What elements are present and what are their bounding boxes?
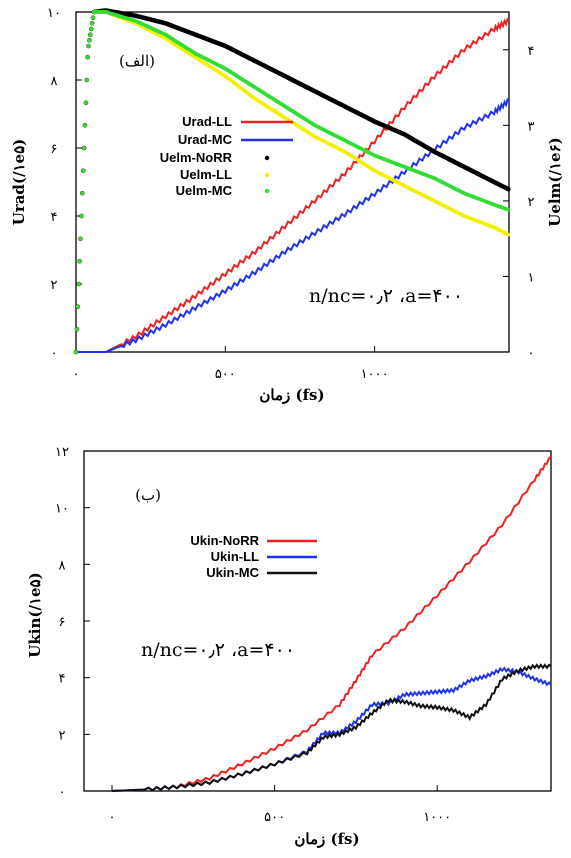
y-right-tick-label: ۳ <box>528 119 535 134</box>
series-urad-mc <box>76 98 510 353</box>
x-tick-label: ۰ <box>73 367 80 382</box>
y-left-tick-label: ۶ <box>51 142 58 157</box>
series-ukin-norr <box>111 455 552 792</box>
panel-b-y-label: Ukin(/۱e۵) <box>26 572 44 657</box>
legend-label: Urad-LL <box>182 114 232 129</box>
panel-a-y-right-label: Uelm(/۱e۶) <box>546 137 564 227</box>
data-point <box>84 78 89 82</box>
data-point <box>90 21 94 26</box>
panel-b-annotation: n/nc=۰٫۲ ،a=۴۰۰ <box>141 639 295 661</box>
legend-swatch <box>264 155 270 161</box>
panel-a-label: (الف) <box>119 52 155 70</box>
data-point <box>79 214 84 218</box>
legend-label: Urad-MC <box>178 132 233 147</box>
panel-a-axes: ۰ ۵۰۰ ۱۰۰۰ ۰ ۲ ۴ ۶ ۸ ۱۰ ۰ ۱ ۲ ۳ ۴ <box>47 6 534 382</box>
panel-a-x-label: زمان (fs) <box>259 386 324 404</box>
y-left-tick-label: ۰ <box>51 346 58 361</box>
data-point <box>77 259 82 264</box>
x-tick-label: ۱۰۰۰ <box>423 810 451 825</box>
data-point <box>85 55 90 60</box>
y-tick-label: ۶ <box>59 615 66 630</box>
panel-a-series <box>73 8 511 355</box>
y-tick-label: ۰ <box>59 785 66 800</box>
panel-a-legend: Urad-LL Urad-MC Uelm-NoRR Uelm-LL Uelm-M… <box>160 114 293 198</box>
data-point <box>506 232 511 237</box>
data-point <box>506 187 511 192</box>
y-tick-label: ۴ <box>59 672 66 687</box>
panel-b-axes: ۰ ۵۰۰ ۱۰۰۰ ۰ ۲ ۴ ۶ ۸ ۱۰ ۱۲ <box>55 445 451 825</box>
y-right-tick-label: ۱ <box>528 270 535 285</box>
panel-b-series <box>111 455 552 792</box>
legend-label: Ukin-NoRR <box>190 533 259 548</box>
series-uelm-norr <box>73 8 511 355</box>
panel-a-plot-frame <box>75 11 510 353</box>
y-tick-label: ۱۰ <box>55 502 69 517</box>
data-point <box>81 168 86 173</box>
y-left-tick-label: ۸ <box>51 74 58 89</box>
data-point <box>88 32 93 37</box>
x-tick-label: ۱۰۰۰ <box>361 367 389 382</box>
panel-b-label: (ب) <box>135 486 161 504</box>
y-left-tick-label: ۲ <box>51 278 58 293</box>
data-point <box>76 282 81 286</box>
data-point <box>506 207 511 212</box>
legend-label: Ukin-MC <box>206 565 259 580</box>
x-tick-label: ۵۰۰ <box>264 810 285 825</box>
y-left-tick-label: ۴ <box>51 210 58 225</box>
data-point <box>75 327 79 332</box>
legend-label: Uelm-NoRR <box>160 150 233 165</box>
panel-a-y-left-label: Urad(/۱e۵) <box>10 139 28 226</box>
panel-b-chart: ۰ ۵۰۰ ۱۰۰۰ ۰ ۲ ۴ ۶ ۸ ۱۰ ۱۲ (ب) Ukin-NoRR Ukin-LL … <box>26 445 552 848</box>
data-point <box>83 123 87 128</box>
panel-a-annotation: n/nc=۰٫۲ ،a=۴۰۰ <box>309 285 463 307</box>
series-urad-ll <box>76 17 510 353</box>
y-tick-label: ۲ <box>59 728 66 743</box>
y-left-tick-label: ۱۰ <box>47 6 61 21</box>
panel-a-chart: ۰ ۵۰۰ ۱۰۰۰ ۰ ۲ ۴ ۶ ۸ ۱۰ ۰ ۱ ۲ ۳ ۴ (الف) Urad-LL Urad-… <box>10 6 564 404</box>
x-tick-label: ۰ <box>109 810 116 825</box>
data-point <box>87 38 92 43</box>
data-point <box>82 146 86 150</box>
data-point <box>78 236 83 241</box>
y-right-tick-label: ۴ <box>528 44 535 59</box>
legend-swatch <box>264 172 270 178</box>
legend-label: Uelm-MC <box>176 183 233 198</box>
x-tick-label: ۵۰۰ <box>215 367 236 382</box>
legend-label: Uelm-LL <box>180 167 232 182</box>
y-right-tick-label: ۰ <box>528 346 535 361</box>
series-uelm-mc <box>74 10 511 354</box>
data-point <box>86 44 91 48</box>
panel-b-legend: Ukin-NoRR Ukin-LL Ukin-MC <box>190 533 317 580</box>
data-point <box>91 15 95 20</box>
y-tick-label: ۸ <box>59 558 66 573</box>
legend-label: Ukin-LL <box>211 549 259 564</box>
data-point <box>74 350 78 354</box>
data-point <box>89 27 94 31</box>
panel-b-x-label: زمان (fs) <box>294 830 359 848</box>
data-point <box>84 100 88 105</box>
data-point <box>80 191 85 196</box>
data-point <box>75 304 80 309</box>
y-tick-label: ۱۲ <box>55 445 69 460</box>
series-ukin-mc <box>111 663 552 792</box>
y-right-tick-label: ۲ <box>528 195 535 210</box>
legend-swatch <box>264 188 270 194</box>
